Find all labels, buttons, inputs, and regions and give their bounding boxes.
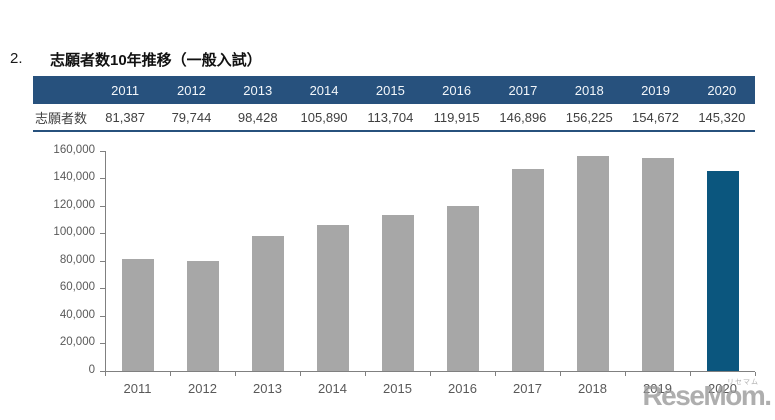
applicants-table: 2011 2012 2013 2014 2015 2016 2017 2018 2019 2020… xyxy=(33,76,755,132)
bar-2020 xyxy=(706,171,739,371)
x-axis-tick xyxy=(560,372,561,376)
bar-2016 xyxy=(446,206,479,371)
x-axis-tick xyxy=(625,372,626,376)
x-axis-tick xyxy=(755,372,756,376)
applicants-bar-chart: 0 20,000 40,000 60,000 80,000 100,000 120,000 1… xyxy=(0,140,775,415)
bar-2015 xyxy=(381,215,414,371)
x-axis-label-2016: 2016 xyxy=(448,381,477,396)
bar-2013 xyxy=(251,236,284,371)
x-axis-tick xyxy=(430,372,431,376)
x-axis-line xyxy=(105,371,755,372)
year-header-2019: 2019 xyxy=(641,82,670,98)
year-header-2011: 2011 xyxy=(111,82,140,98)
bar-2014 xyxy=(316,225,349,371)
x-axis-label-2018: 2018 xyxy=(578,381,607,396)
y-axis-tick xyxy=(100,316,105,317)
x-axis-label-2020: 2020 xyxy=(708,381,737,396)
table-value-row: 志願者数 81,387 79,744 98,428 105,890 113,704 119,… xyxy=(33,104,755,132)
value-cell-2015: 113,704 xyxy=(367,109,414,125)
row-label: 志願者数 xyxy=(35,110,88,126)
y-axis-label: 40,000 xyxy=(59,309,95,321)
year-header-2014: 2014 xyxy=(309,82,339,98)
y-axis-label: 0 xyxy=(88,364,95,376)
y-axis-tick xyxy=(100,151,105,152)
bar-2011 xyxy=(121,259,154,371)
y-axis-label: 160,000 xyxy=(53,144,95,156)
year-header-2012: 2012 xyxy=(176,82,206,98)
x-axis-tick xyxy=(235,372,236,376)
resemom-watermark: リセマム ReseMom. xyxy=(642,379,772,412)
x-axis-tick xyxy=(170,372,171,376)
value-cell-2014: 105,890 xyxy=(300,109,348,125)
value-cell-2013: 98,428 xyxy=(237,109,278,125)
y-axis-label: 120,000 xyxy=(53,199,95,211)
y-axis-tick xyxy=(100,206,105,207)
y-axis-tick xyxy=(100,343,105,344)
bar-2017 xyxy=(511,169,544,371)
x-axis-label-2015: 2015 xyxy=(383,381,412,396)
y-axis-line xyxy=(105,151,106,371)
x-axis-tick xyxy=(300,372,301,376)
x-axis-label-2013: 2013 xyxy=(253,381,282,396)
value-cell-2011: 81,387 xyxy=(105,109,146,125)
y-axis-label: 140,000 xyxy=(53,171,95,183)
bar-2018 xyxy=(576,156,609,371)
section-number: 2. xyxy=(10,50,23,67)
y-axis-tick xyxy=(100,288,105,289)
x-axis-label-2012: 2012 xyxy=(188,381,217,396)
year-header-2013: 2013 xyxy=(243,82,273,98)
table-header-row: 2011 2012 2013 2014 2015 2016 2017 2018 2019 2020 xyxy=(33,76,755,104)
x-axis-label-2014: 2014 xyxy=(318,381,347,396)
year-header-2016: 2016 xyxy=(442,82,472,98)
x-axis-tick xyxy=(365,372,366,376)
value-cell-2019: 154,672 xyxy=(632,109,680,125)
x-axis-label-2017: 2017 xyxy=(513,381,542,396)
watermark-logo-text: ReseMom xyxy=(642,380,765,411)
value-cell-2012: 79,744 xyxy=(171,109,212,125)
y-axis-label: 100,000 xyxy=(53,226,95,238)
y-axis-label: 20,000 xyxy=(59,336,95,348)
x-axis-tick xyxy=(495,372,496,376)
value-cell-2016: 119,915 xyxy=(433,109,480,125)
year-header-2015: 2015 xyxy=(375,82,405,98)
value-cell-2018: 156,225 xyxy=(565,109,613,125)
y-axis-tick xyxy=(100,233,105,234)
value-cell-2020: 145,320 xyxy=(698,109,746,125)
x-axis-tick xyxy=(690,372,691,376)
year-header-2017: 2017 xyxy=(508,82,538,98)
y-axis-label: 80,000 xyxy=(59,254,95,266)
y-axis-tick xyxy=(100,261,105,262)
x-axis-label-2019: 2019 xyxy=(643,381,672,396)
y-axis-tick xyxy=(100,178,105,179)
value-cell-2017: 146,896 xyxy=(499,109,547,125)
bar-2012 xyxy=(186,261,219,371)
watermark-period: . xyxy=(764,380,772,411)
page-title: 志願者数10年推移（一般入試） xyxy=(50,52,262,69)
year-header-2020: 2020 xyxy=(707,82,737,98)
x-axis-tick xyxy=(105,372,106,376)
table-corner-cell xyxy=(33,76,92,104)
y-axis-tick xyxy=(100,371,105,372)
watermark-katakana-label: リセマム xyxy=(727,379,759,386)
x-axis-label-2011: 2011 xyxy=(123,381,152,396)
year-header-2018: 2018 xyxy=(574,82,604,98)
bar-2019 xyxy=(641,158,674,371)
y-axis-label: 60,000 xyxy=(59,281,95,293)
